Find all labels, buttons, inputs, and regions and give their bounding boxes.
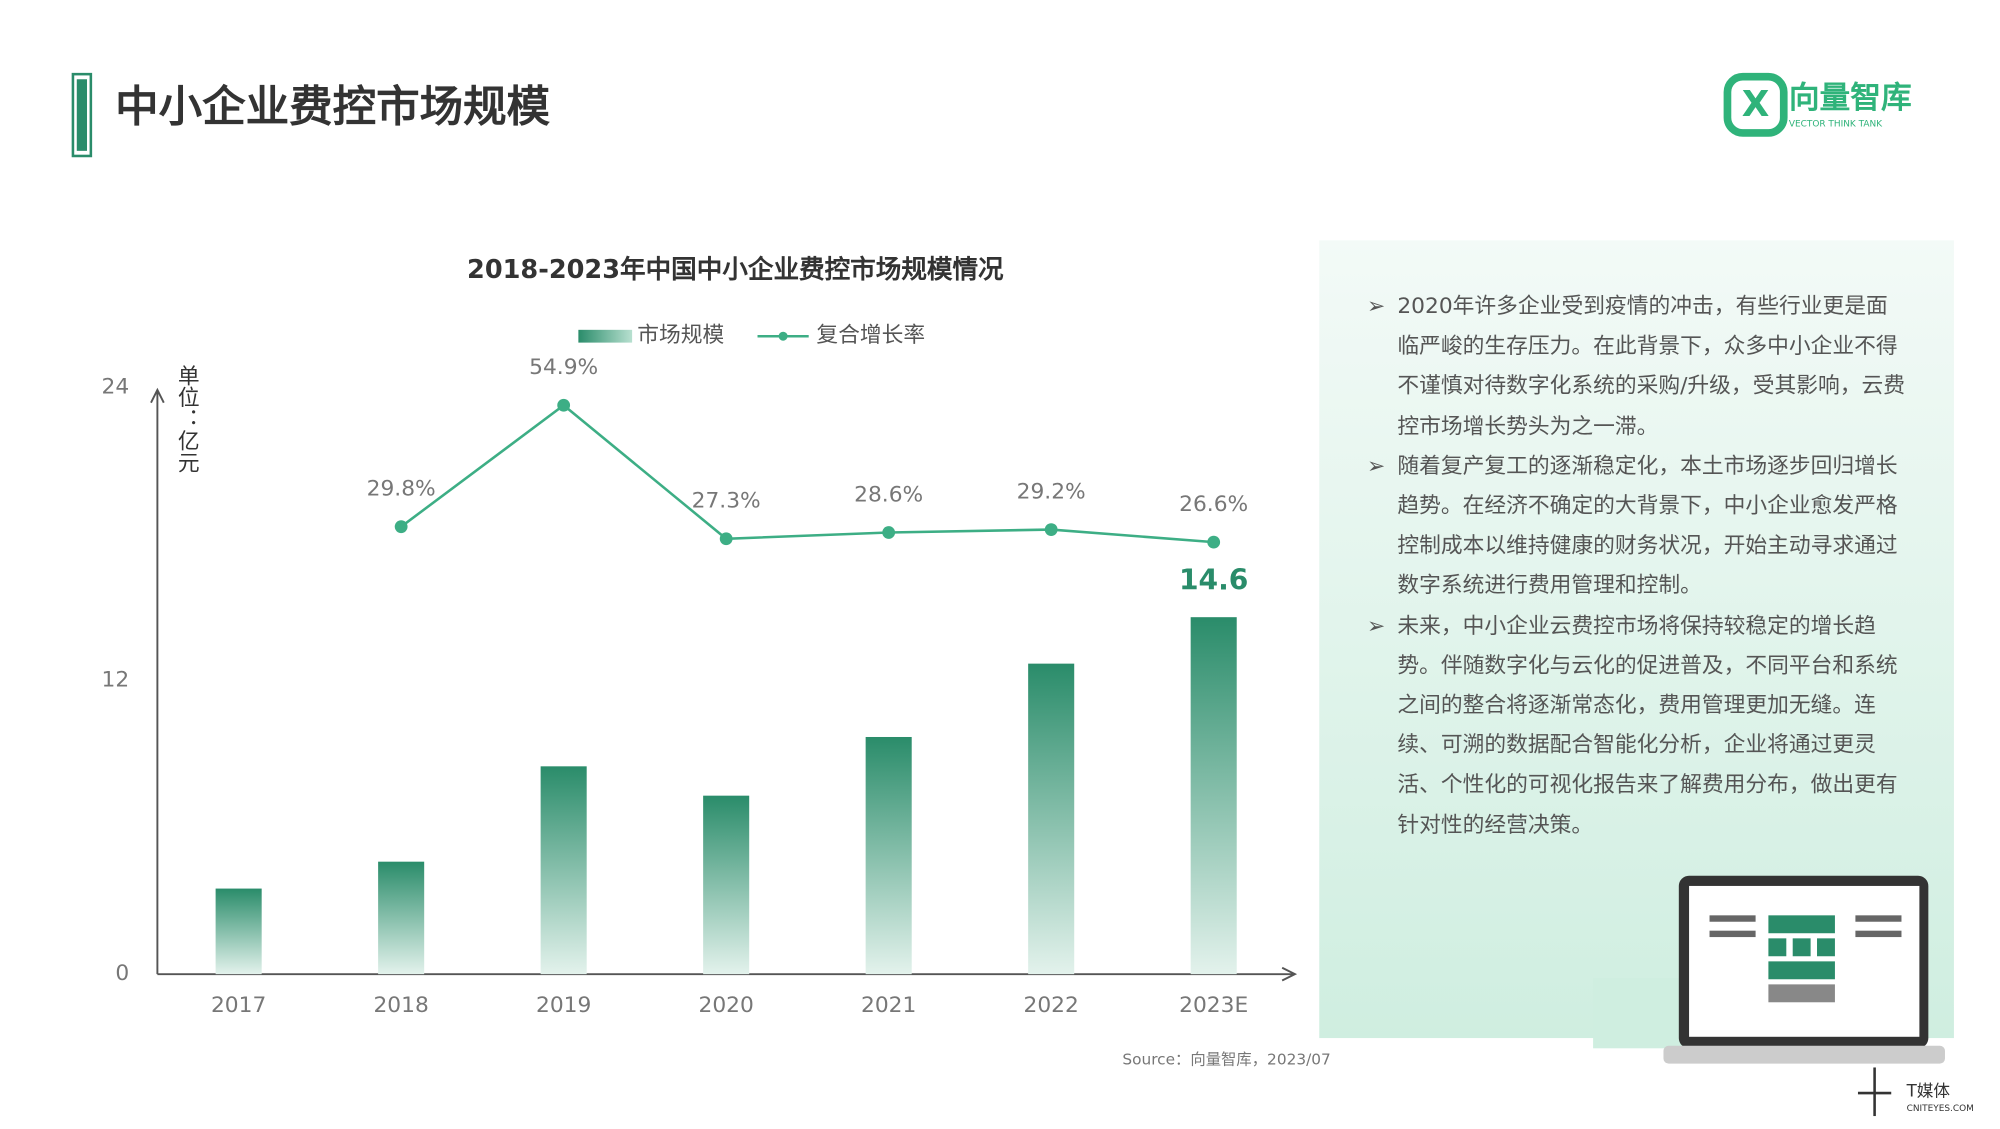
legend-label: 复合增长率 [816,323,925,348]
chart-title: 2018-2023年中国中小企业费控市场规模情况 [467,255,1004,285]
bar [1028,663,1075,975]
point-label: 26.6% [1179,492,1248,517]
point [1044,523,1058,536]
bar [865,736,912,975]
y-label-text: 单位：亿元 [172,364,199,474]
logo-x: X [1742,84,1770,125]
logo-sub: VECTOR THINK TANK [1789,120,1883,130]
bar-label: 14.6 [1179,563,1248,596]
bar [540,766,587,975]
y-tick-label: 12 [102,668,130,693]
point-label: 29.8% [367,477,436,502]
point [1207,535,1221,549]
x-tick-label: 2022 [1024,993,1079,1018]
x-tick-label: 2019 [536,993,591,1018]
point-label: 54.9% [529,355,598,380]
x-tick-label: 2020 [698,993,753,1018]
x-tick-label: 2021 [861,993,916,1018]
logo-text: 向量智库 [1789,81,1912,116]
x-tick-label: 2023E [1179,993,1248,1018]
legend-label: 市场规模 [637,323,724,348]
axes [150,387,1298,982]
point-label: 27.3% [692,489,761,514]
y-label: 单位：亿元 [172,364,199,474]
legend-dot [778,331,788,341]
note: 随着复产复工的逐渐稳定化，本土市场逐步回归增长趋势。在经济不确定的大背景下，中小… [1392,447,1906,607]
watermark: T媒体 [1906,1081,1951,1100]
title-bar-fill [76,79,88,151]
page-title: 中小企业费控市场规模 [115,82,550,132]
point-label: 28.6% [854,482,923,507]
bar [378,861,425,975]
y-tick-label: 0 [115,961,129,986]
laptop [1593,875,1945,1064]
x-tick-label: 2017 [211,993,266,1018]
line [400,403,1214,544]
title-bar [71,72,93,158]
watermark-site: CNITEYES.COM [1907,1104,1974,1114]
point-label: 29.2% [1017,480,1086,505]
source: Source：向量智库，2023/07 [1122,1050,1330,1068]
point [394,520,408,534]
legend-swatch [578,329,633,343]
y-tick-label: 24 [102,374,130,399]
note: 2020年许多企业受到疫情的冲击，有些行业更是面临严峻的生存压力。在此背景下，众… [1392,288,1906,448]
logo-icon [1723,72,1788,137]
bar [703,795,750,975]
notes: 2020年许多企业受到疫情的冲击，有些行业更是面临严峻的生存压力。在此背景下，众… [1356,288,1906,876]
point [882,526,896,539]
x-tick-label: 2018 [373,993,428,1018]
note: 未来，中小企业云费控市场将保持较稳定的增长趋势。伴随数字化与云化的促进普及，不同… [1392,607,1906,846]
point [557,398,571,412]
bar [1190,617,1237,975]
bar [215,888,262,975]
point [719,532,733,546]
